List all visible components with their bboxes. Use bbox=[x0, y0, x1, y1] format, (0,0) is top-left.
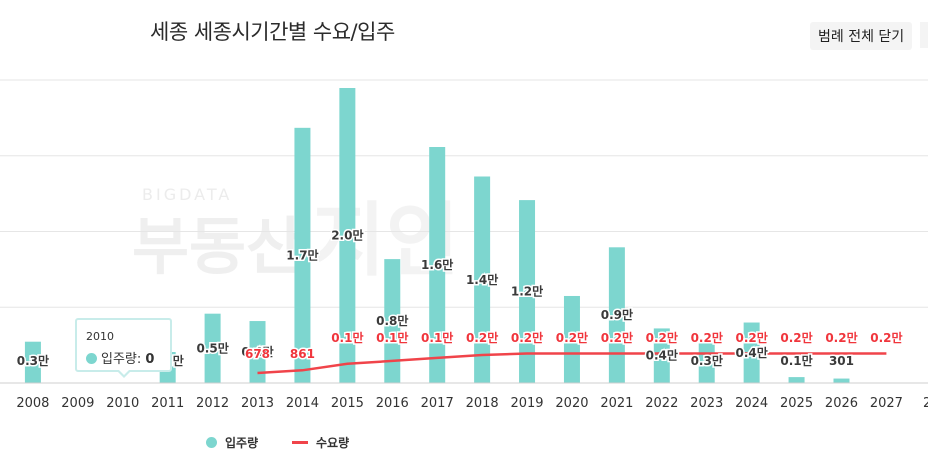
tick-label-2009: 2009 bbox=[61, 396, 94, 411]
legend-item-supply[interactable]: 입주량 bbox=[206, 434, 258, 451]
line-label-2020: 0.2만 bbox=[556, 330, 588, 345]
bar-label-2021: 0.9만 bbox=[601, 307, 633, 322]
tooltip: 2010 입주량: 0 bbox=[75, 318, 172, 372]
line-label-2015: 0.1만 bbox=[331, 330, 363, 345]
bar-series bbox=[24, 88, 850, 383]
bar-2016 bbox=[384, 259, 401, 383]
line-label-2013: 678 bbox=[245, 347, 270, 361]
bar-label-2008: 0.3만 bbox=[17, 353, 49, 368]
demand-line bbox=[257, 352, 887, 375]
tick-label-2019: 2019 bbox=[510, 396, 543, 411]
bar-label-2019: 1.2만 bbox=[511, 284, 543, 299]
legend-supply-label: 입주량 bbox=[225, 436, 259, 450]
line-label-2017: 0.1만 bbox=[421, 330, 453, 345]
bar-2015 bbox=[339, 88, 356, 383]
bar-label-2013: 0.4만 bbox=[241, 344, 273, 359]
bar-label-2016: 0.8만 bbox=[376, 313, 408, 328]
tooltip-row: 입주량: 0 bbox=[86, 348, 154, 367]
line-label-2019: 0.2만 bbox=[511, 330, 543, 345]
line-label-2026: 0.2만 bbox=[825, 330, 857, 345]
bar-2012 bbox=[204, 313, 221, 383]
bar-label-2022: 0.4만 bbox=[646, 348, 678, 363]
tooltip-series-dot bbox=[86, 353, 97, 364]
bar-2013 bbox=[249, 321, 266, 383]
tick-label-2012: 2012 bbox=[196, 396, 229, 411]
legend-demand-label: 수요량 bbox=[316, 436, 350, 450]
watermark-main: 부동산 bbox=[132, 210, 303, 283]
bar-labels: 0.3만 0.2만 0.5만 0.4만 1.7만 2.0만 0.8만 1.6만 1.4만 1.2만… bbox=[15, 226, 855, 370]
tick-label-2022: 2022 bbox=[645, 396, 678, 411]
line-label-2021: 0.2만 bbox=[601, 330, 633, 345]
bar-label-2012: 0.5만 bbox=[196, 340, 228, 355]
bar-2022 bbox=[653, 328, 670, 383]
line-label-2022: 0.2만 bbox=[646, 330, 678, 345]
bar-label-2017: 1.6만 bbox=[421, 257, 453, 272]
bar-2020 bbox=[563, 295, 580, 383]
bar-2018 bbox=[474, 176, 491, 383]
bar-label-2014: 1.7만 bbox=[286, 247, 318, 262]
tick-label-2013: 2013 bbox=[241, 396, 274, 411]
line-label-2023: 0.2만 bbox=[691, 330, 723, 345]
bar-label-2026: 301 bbox=[829, 354, 854, 368]
line-label-2025: 0.2만 bbox=[780, 330, 812, 345]
tooltip-series-label: 입주량: bbox=[101, 352, 142, 367]
tick-label-2026: 2026 bbox=[825, 396, 858, 411]
bar-label-2024: 0.4만 bbox=[735, 345, 767, 360]
bar-label-2025: 0.1만 bbox=[780, 353, 812, 368]
tooltip-value: 0 bbox=[145, 352, 155, 367]
bar-2017 bbox=[429, 147, 446, 383]
chart-title: 세종 세종시기간별 수요/입주 bbox=[150, 20, 395, 44]
tick-label-2027: 2027 bbox=[870, 396, 903, 411]
bar-2008 bbox=[24, 341, 41, 383]
tick-label-2015: 2015 bbox=[331, 396, 364, 411]
bar-2014 bbox=[294, 127, 311, 383]
line-label-2016: 0.1만 bbox=[376, 330, 408, 345]
tick-label-2014: 2014 bbox=[286, 396, 319, 411]
legend-demand-line bbox=[292, 441, 308, 444]
bar-2026 bbox=[833, 378, 850, 383]
tick-label-2028: 20 bbox=[923, 396, 928, 411]
bar-label-2018: 1.4만 bbox=[466, 272, 498, 287]
legend-close-all-button[interactable]: 범례 전체 닫기 bbox=[810, 22, 913, 50]
tick-label-2017: 2017 bbox=[421, 396, 454, 411]
tick-label-2018: 2018 bbox=[466, 396, 499, 411]
tick-label-2023: 2023 bbox=[690, 396, 723, 411]
bar-2021 bbox=[608, 247, 625, 383]
scroll-edge bbox=[920, 22, 928, 48]
x-axis-ticks: 7200820092010201120122013201420152016201… bbox=[16, 396, 928, 411]
tick-label-2024: 2024 bbox=[735, 396, 768, 411]
tick-label-2021: 2021 bbox=[600, 396, 633, 411]
grid-lines bbox=[0, 79, 928, 308]
line-label-2018: 0.2만 bbox=[466, 330, 498, 345]
bar-label-2015: 2.0만 bbox=[331, 228, 363, 243]
tick-label-2020: 2020 bbox=[555, 396, 588, 411]
bar-label-2023: 0.3만 bbox=[691, 353, 723, 368]
tick-label-2010: 2010 bbox=[106, 396, 139, 411]
legend-supply-dot bbox=[206, 437, 217, 448]
line-label-2024: 0.2만 bbox=[735, 330, 767, 345]
tick-label-2011: 2011 bbox=[151, 396, 184, 411]
legend-item-demand[interactable]: 수요량 bbox=[292, 434, 349, 451]
line-label-2014: 861 bbox=[290, 347, 315, 361]
line-label-2027: 0.2만 bbox=[870, 330, 902, 345]
tooltip-year: 2010 bbox=[86, 330, 114, 343]
watermark-top: BIGDATA bbox=[142, 185, 232, 204]
bar-2025 bbox=[788, 377, 805, 383]
bar-2019 bbox=[519, 200, 536, 383]
tooltip-arrow-inner bbox=[118, 369, 130, 375]
tick-label-2016: 2016 bbox=[376, 396, 409, 411]
tick-label-2008: 2008 bbox=[16, 396, 49, 411]
tick-label-2025: 2025 bbox=[780, 396, 813, 411]
